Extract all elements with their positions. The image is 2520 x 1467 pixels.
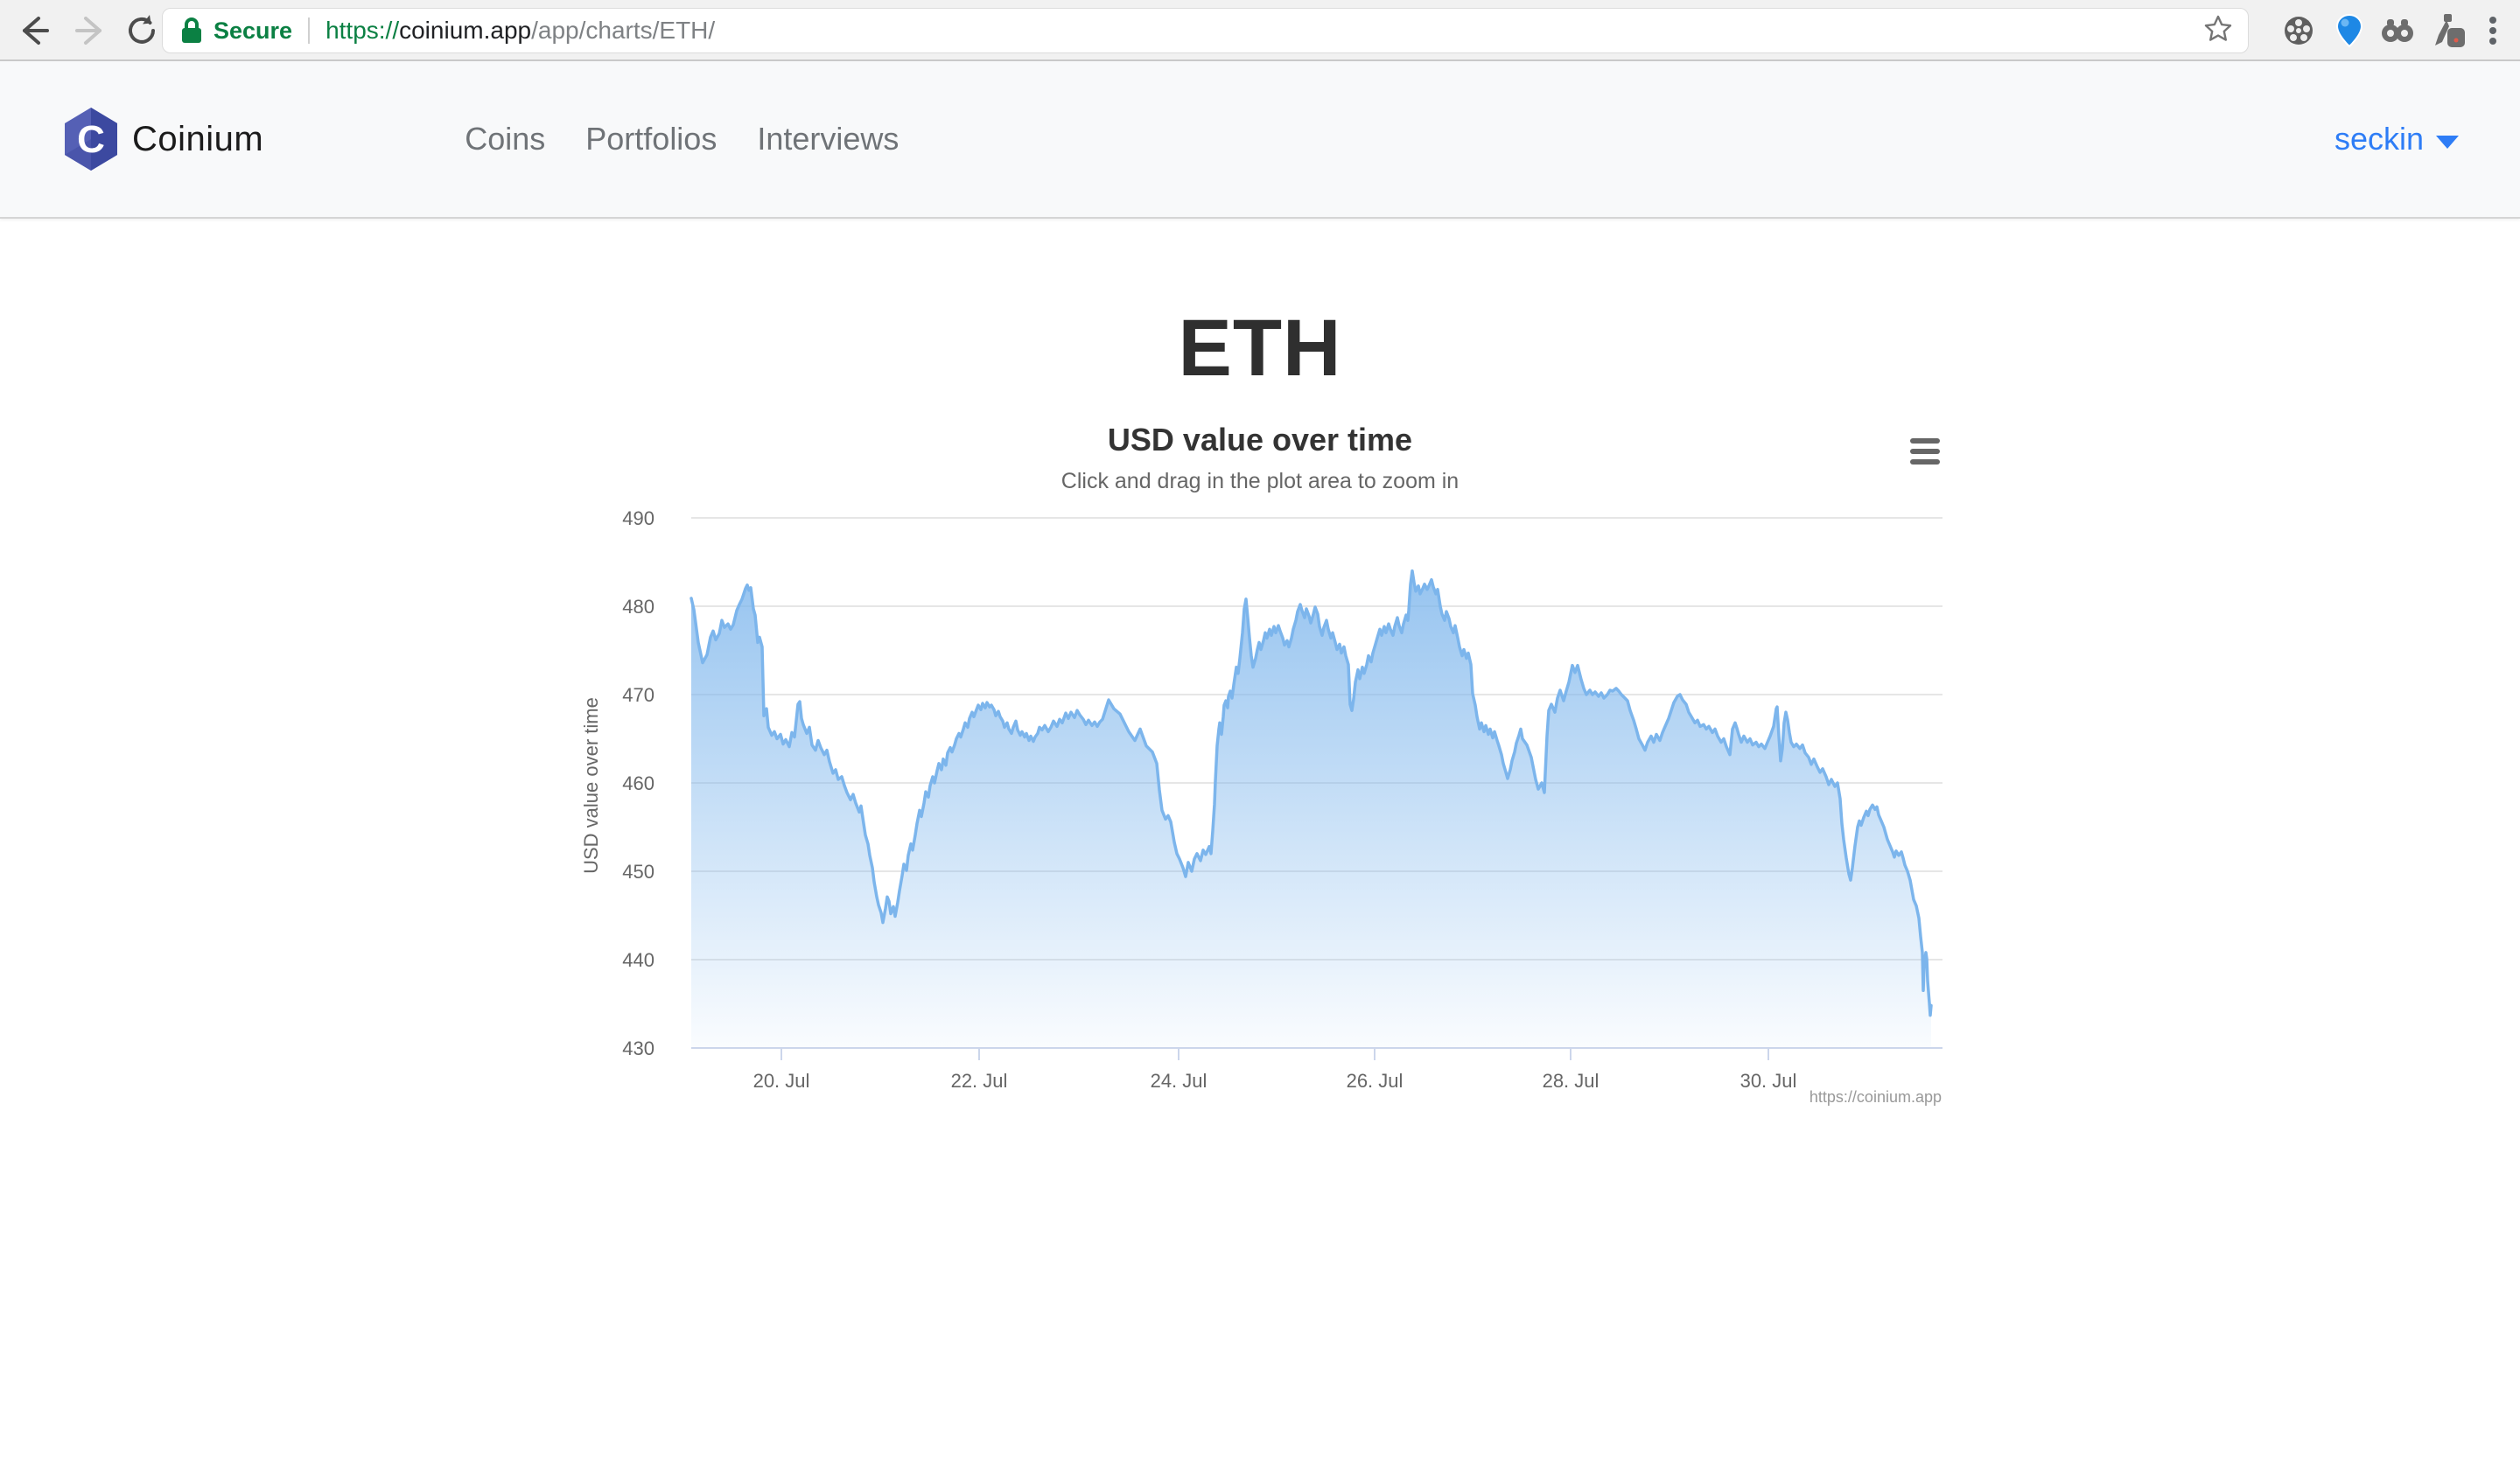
hamburger-icon: [1910, 438, 1940, 444]
x-axis-label: 20. Jul: [753, 1070, 810, 1092]
nav-link-coins[interactable]: Coins: [465, 121, 546, 157]
reload-button[interactable]: [122, 11, 161, 50]
y-axis-label: 470: [622, 684, 654, 706]
address-bar[interactable]: Secure https://coinium.app/app/charts/ET…: [162, 8, 2249, 53]
x-axis-label: 24. Jul: [1151, 1070, 1208, 1092]
chart-title: USD value over time: [1107, 422, 1413, 458]
y-axis-label: 460: [622, 772, 654, 794]
svg-text:C: C: [77, 118, 105, 161]
main-nav: Coins Portfolios Interviews: [465, 121, 899, 157]
y-axis-label: 450: [622, 861, 654, 883]
y-axis-label: 490: [622, 507, 654, 529]
x-axis-label: 30. Jul: [1740, 1070, 1797, 1092]
map-pin-icon: [2335, 13, 2363, 48]
coinium-logo-icon: C: [65, 108, 117, 171]
browser-toolbar: Secure https://coinium.app/app/charts/ET…: [0, 0, 2520, 61]
back-button[interactable]: [14, 11, 52, 50]
nav-link-portfolios[interactable]: Portfolios: [585, 121, 718, 157]
brand-logo-link[interactable]: C Coinium: [64, 107, 263, 171]
y-axis-label: 480: [622, 596, 654, 618]
url-separator: [308, 17, 311, 44]
x-axis-label: 28. Jul: [1543, 1070, 1600, 1092]
area-series-line: [690, 569, 1933, 1017]
user-menu[interactable]: seckin: [2334, 121, 2459, 157]
url-text[interactable]: https://coinium.app/app/charts/ETH/: [326, 17, 2202, 45]
bookmark-button[interactable]: [2202, 13, 2234, 49]
forward-button[interactable]: [72, 11, 110, 50]
nav-link-interviews[interactable]: Interviews: [757, 121, 900, 157]
lock-icon: [182, 17, 201, 43]
plot-area[interactable]: [691, 518, 1942, 1048]
extension-film-button[interactable]: [2278, 10, 2319, 51]
browser-menu-button[interactable]: [2473, 10, 2513, 51]
url-host: coinium.app: [399, 17, 532, 44]
brand-name: Coinium: [132, 119, 264, 158]
back-icon: [23, 17, 49, 45]
extension-pin-button[interactable]: [2329, 10, 2370, 51]
page-title: ETH: [1178, 304, 1342, 393]
binoculars-icon: [2382, 19, 2413, 42]
film-reel-icon: [2285, 17, 2313, 45]
chart-container: USD value over time Click and drag in th…: [578, 402, 1942, 1128]
y-axis-label: 440: [622, 949, 654, 971]
tool-icon: [2435, 14, 2465, 47]
x-axis-label: 26. Jul: [1347, 1070, 1404, 1092]
extension-tool-button[interactable]: [2429, 10, 2469, 51]
url-path: /app/charts/ETH/: [531, 17, 716, 44]
browser-menu-icon: [2489, 17, 2496, 45]
extension-binoculars-button[interactable]: [2377, 10, 2418, 51]
security-label: Secure: [214, 17, 293, 44]
bookmark-star-icon: [2204, 15, 2232, 41]
chevron-down-icon: [2436, 135, 2459, 149]
url-scheme: https://: [326, 17, 400, 44]
y-axis-label: 430: [622, 1037, 654, 1059]
chart-credits[interactable]: https://coinium.app: [1809, 1088, 1942, 1106]
forward-icon: [75, 17, 102, 45]
reload-icon: [129, 15, 155, 44]
x-axis-label: 22. Jul: [951, 1070, 1008, 1092]
chart-menu-button[interactable]: [1898, 432, 1940, 471]
chart-subtitle: Click and drag in the plot area to zoom …: [1060, 469, 1460, 493]
site-header: C Coinium Coins Portfolios Interviews se…: [0, 61, 2520, 219]
area-series-fill: [691, 570, 1931, 1048]
user-name: seckin: [2334, 121, 2424, 157]
